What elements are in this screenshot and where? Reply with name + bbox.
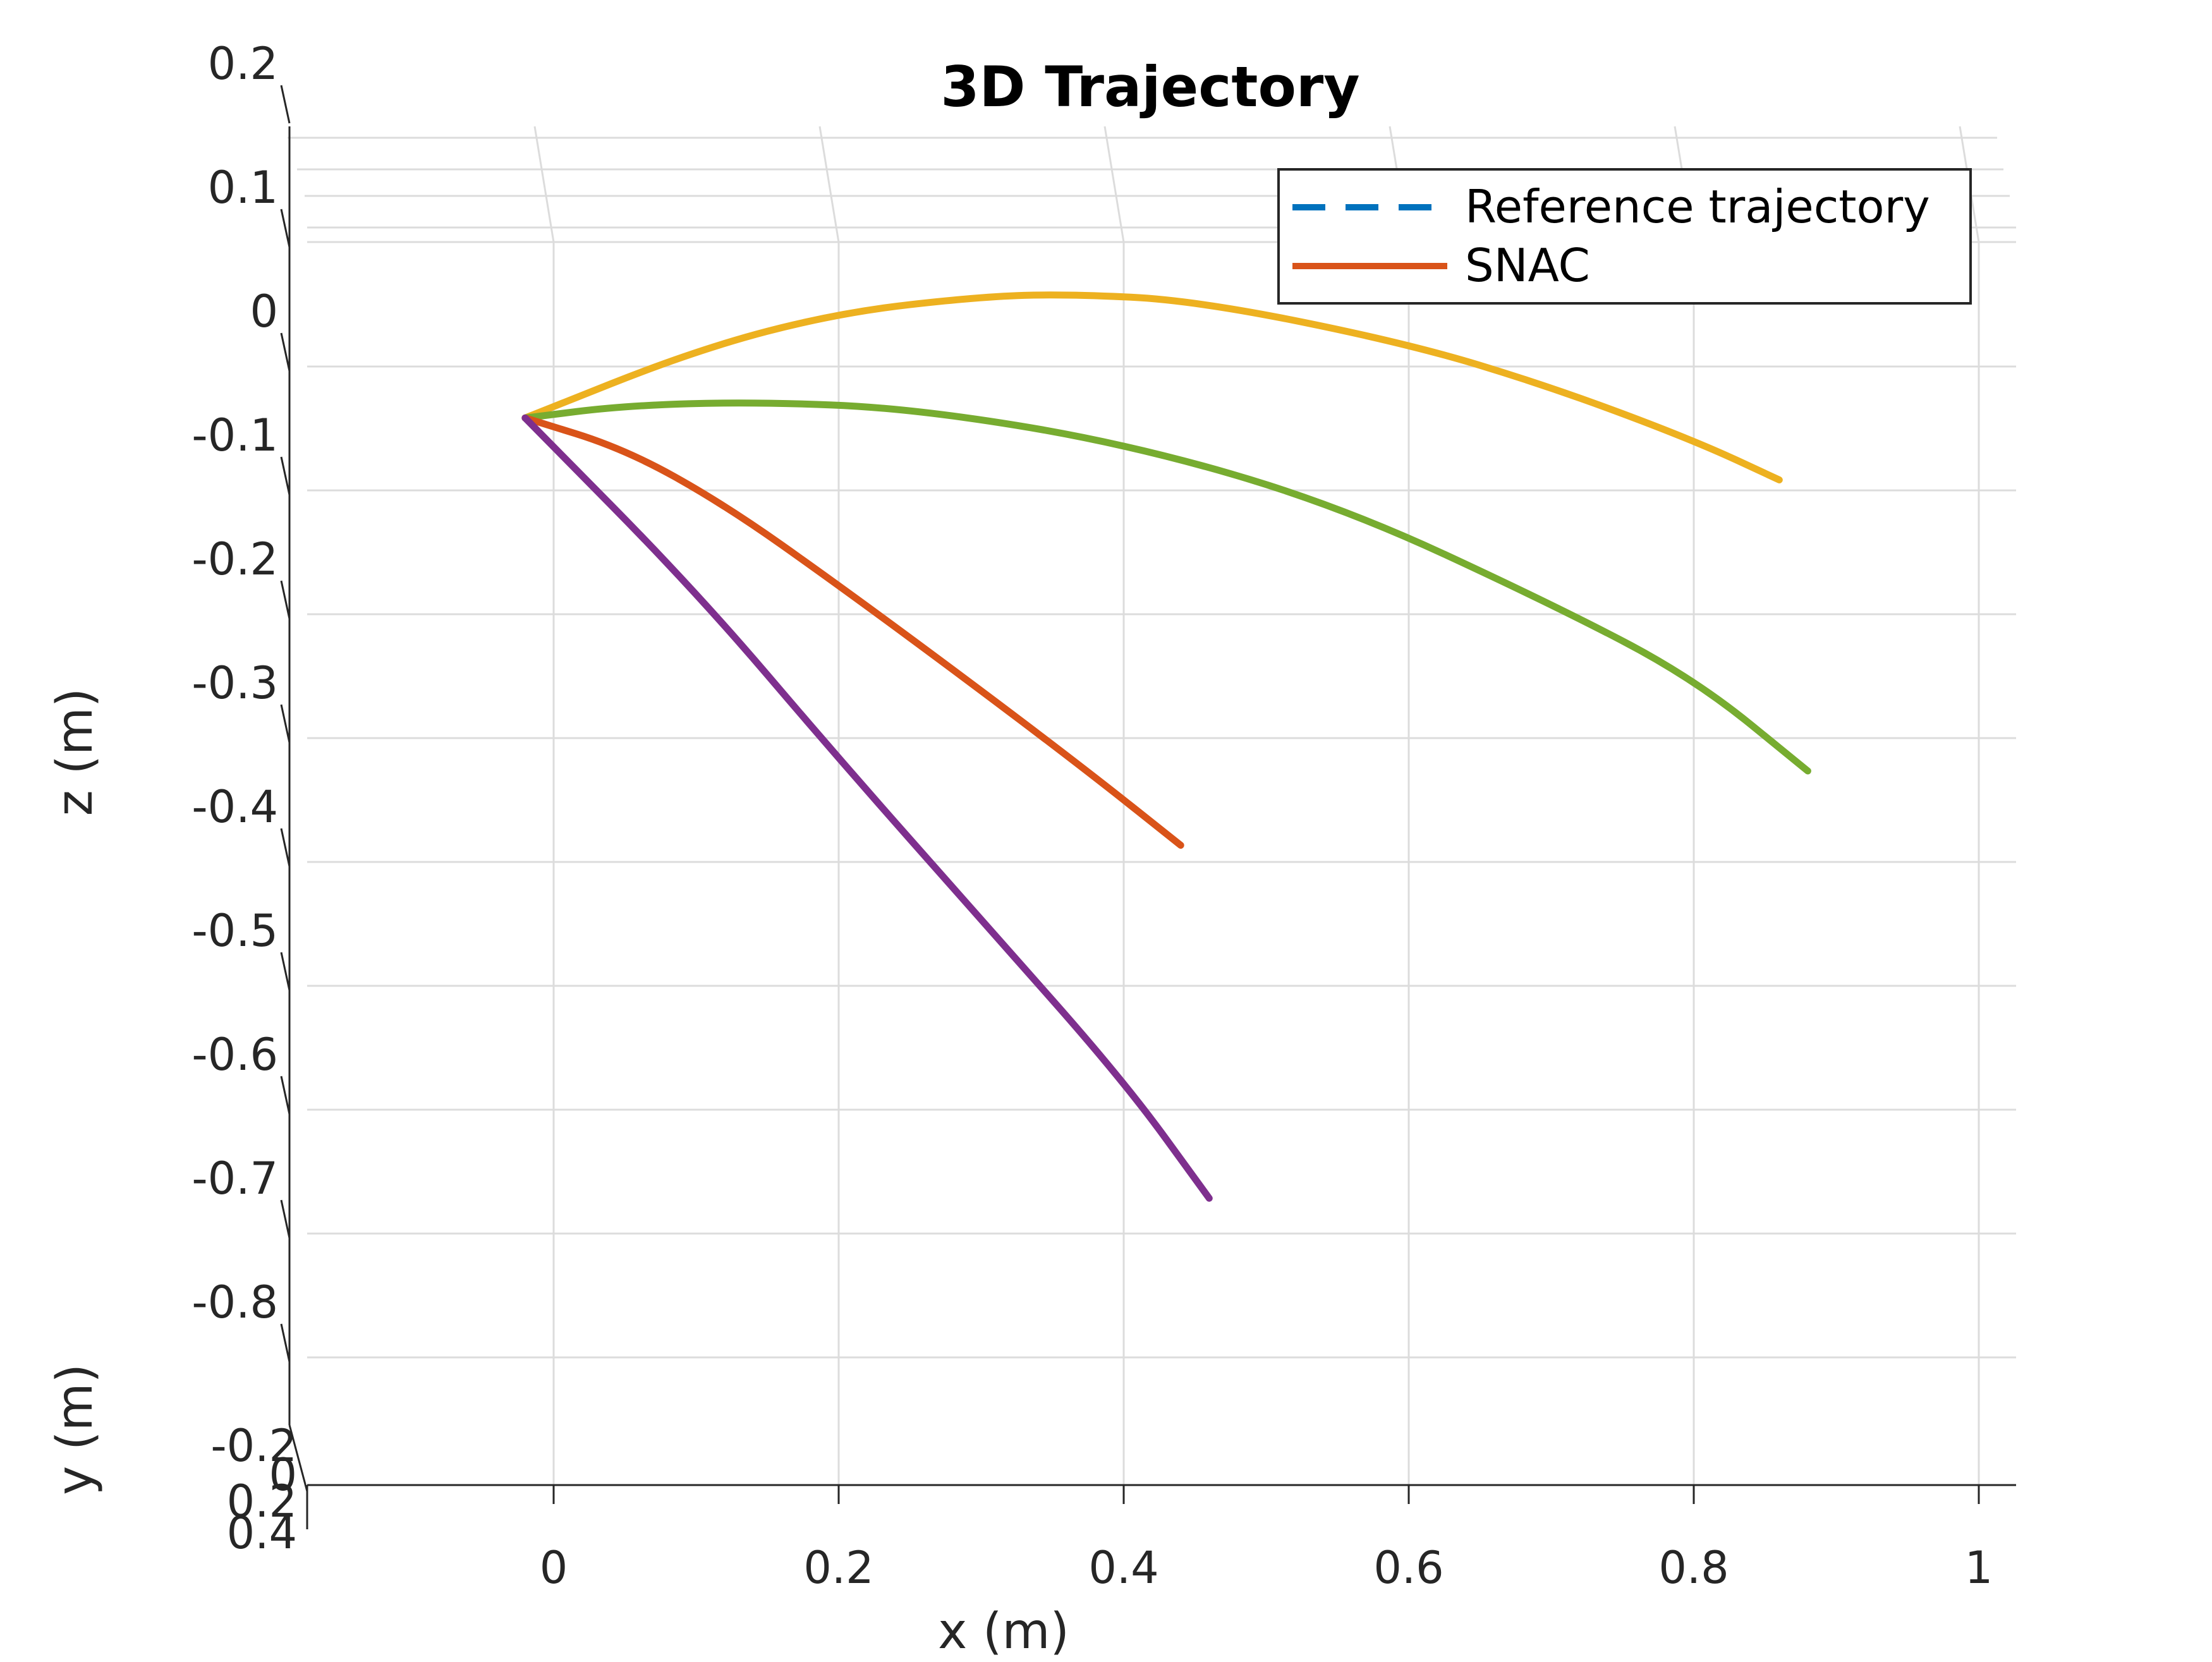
z-tick-mark: [280, 1199, 291, 1239]
x-tick-label: 0.8: [1658, 1542, 1729, 1594]
legend-label-snac: SNAC: [1465, 239, 1590, 292]
axes: [280, 85, 2016, 1529]
z-tick-label: -0.2: [191, 533, 278, 585]
y-axis-line: [288, 1424, 308, 1492]
x-tick-label: 0.2: [803, 1542, 873, 1594]
z-tick-mark: [280, 209, 291, 248]
series-line-4: [521, 414, 1213, 1202]
z-tick-mark: [280, 85, 291, 124]
legend-label-reference: Reference trajectory: [1465, 180, 1930, 233]
z-tick-label: 0.2: [208, 38, 278, 90]
z-axis-label: z (m): [47, 688, 104, 816]
z-tick-label: -0.3: [191, 657, 278, 709]
z-tick-mark: [280, 332, 291, 372]
z-tick-label: -0.8: [191, 1277, 278, 1328]
x-tick-label: 0: [540, 1542, 568, 1594]
z-tick-mark: [280, 828, 291, 867]
y-tick-label: -0.2: [210, 1420, 297, 1472]
x-depth-grid-line: [818, 126, 840, 243]
z-tick-mark: [280, 1323, 291, 1362]
x-axis-label: x (m): [938, 1603, 1069, 1659]
series-line-3: [521, 414, 1184, 849]
z-tick-mark: [280, 952, 291, 991]
tick-labels: 0 0.2 0.4 0.6 0.8 10.20.10-0.1-0.2-0.3-0.4-0.…: [191, 38, 1993, 1594]
z-tick-label: -0.5: [191, 905, 278, 957]
series-line-2: [521, 399, 1811, 775]
z-tick-mark: [280, 456, 291, 495]
z-tick-label: 0.1: [208, 162, 278, 214]
z-tick-label: -0.7: [191, 1153, 278, 1204]
x-tick-label: 0.6: [1373, 1542, 1443, 1594]
y-tick-label: 0: [269, 1449, 297, 1501]
legend: Reference trajectory SNAC: [1277, 168, 1972, 305]
z-tick-label: -0.4: [191, 781, 278, 833]
y-tick-label: 0.2: [227, 1476, 297, 1527]
z-tick-label: -0.6: [191, 1029, 278, 1081]
y-tick-label: 0.4: [227, 1507, 297, 1559]
series-lines: [521, 291, 1811, 1202]
z-tick-mark: [280, 1076, 291, 1115]
chart-title: 3D Trajectory: [940, 54, 1359, 119]
x-tick-label: 1: [1965, 1542, 1993, 1594]
z-tick-mark: [280, 580, 291, 619]
x-depth-grid-line: [533, 126, 555, 243]
z-tick-label: -0.1: [191, 409, 278, 461]
legend-box: [1277, 168, 1972, 305]
x-tick-label: 0.4: [1088, 1542, 1158, 1594]
series-line-1: [521, 291, 1783, 483]
x-depth-grid-line: [1103, 126, 1125, 243]
z-tick-label: 0: [250, 286, 278, 337]
y-axis-label: y (m): [47, 1364, 104, 1495]
z-tick-mark: [280, 704, 291, 743]
